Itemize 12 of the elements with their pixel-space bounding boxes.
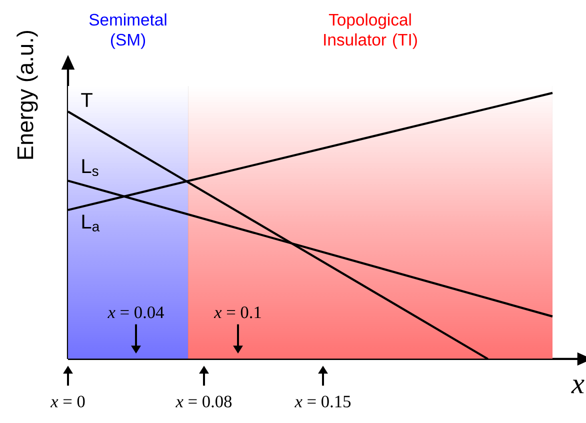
band-label: Topological Insulator (TI): [324, 13, 417, 49]
series-label: L$_{s}$: [82, 159, 98, 176]
x-axis-title: x: [571, 380, 584, 394]
annotation: x = 0.04: [108, 306, 164, 318]
legend-label: T: [81, 93, 92, 107]
series-label: L$_{a}$: [82, 214, 100, 232]
band-label: Semimetal (SM): [89, 13, 166, 49]
y-axis-title: Energy (a.u.): [16, 31, 38, 159]
x-tick-label: x = 0: [50, 396, 85, 408]
annotation: x = 0.1: [214, 306, 261, 318]
x-tick-label: x = 0.08: [176, 396, 232, 408]
x-tick-label: x = 0.15: [294, 396, 351, 408]
